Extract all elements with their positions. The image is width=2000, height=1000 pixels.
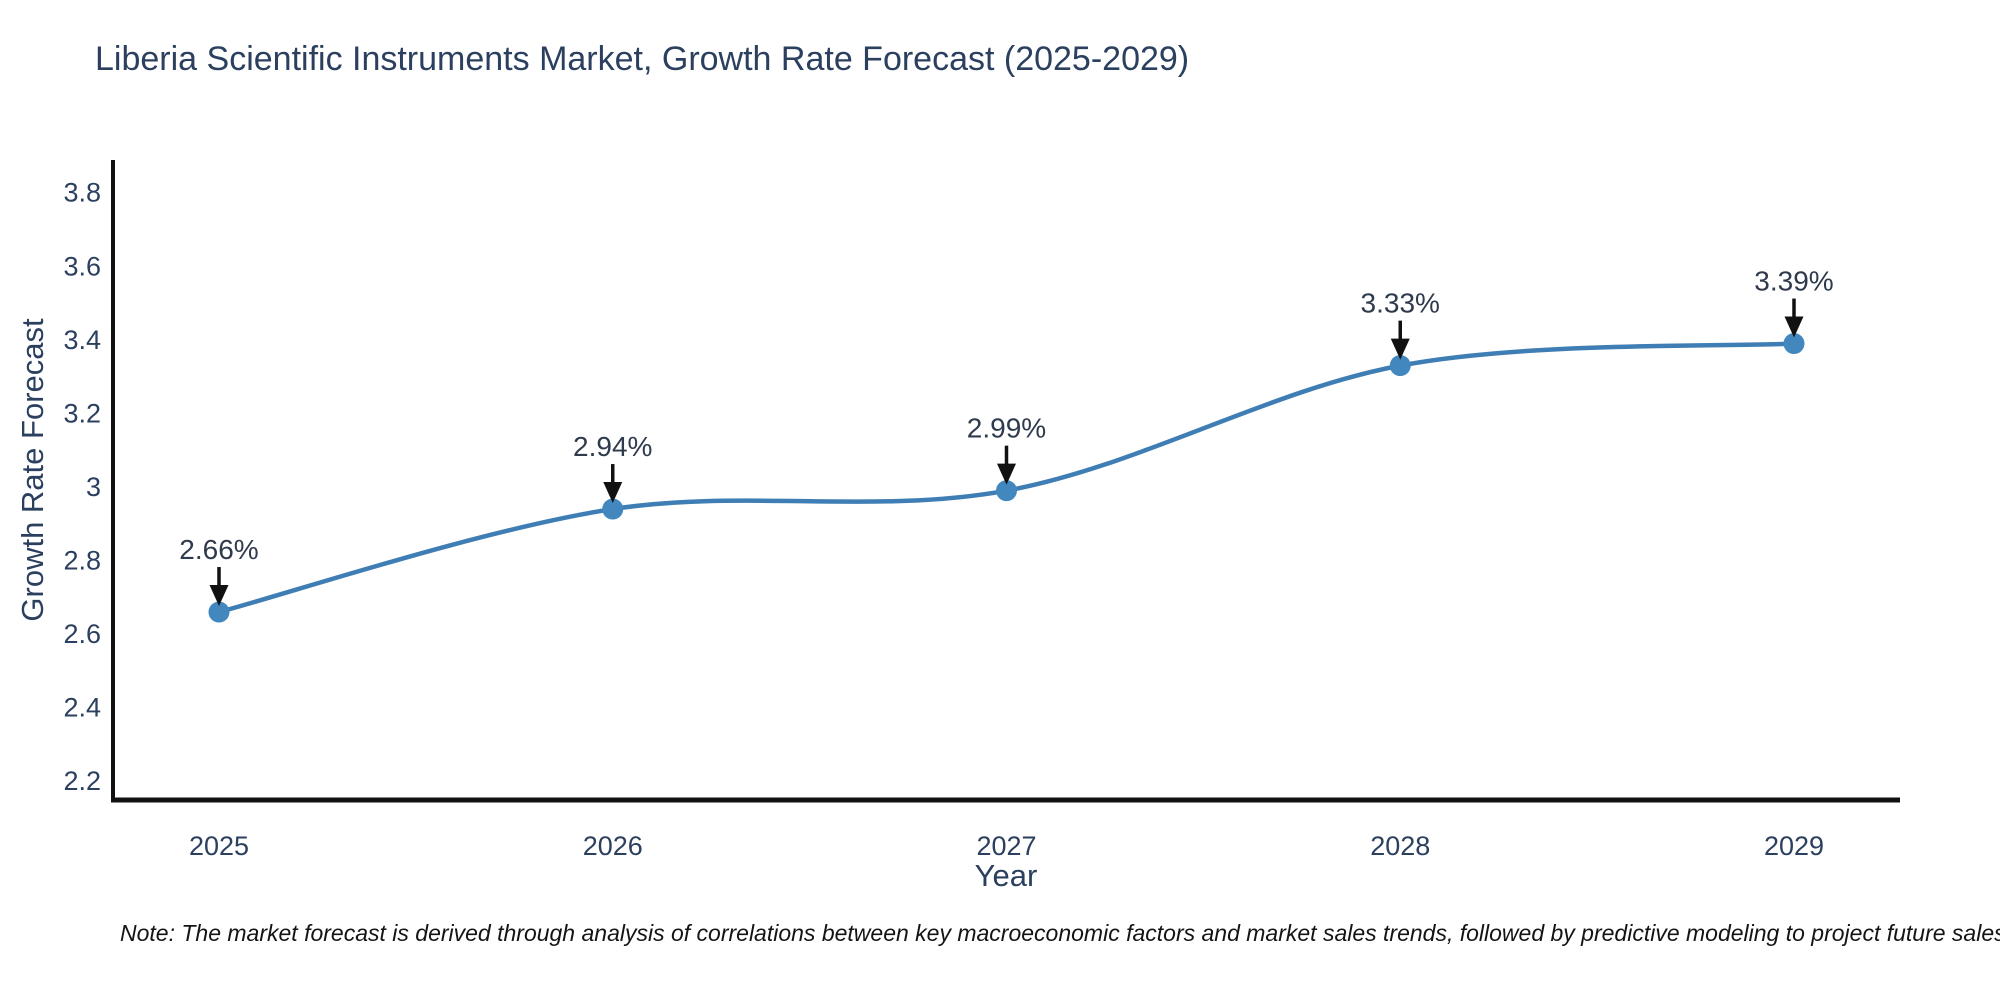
x-axis-title: Year (974, 858, 1038, 893)
chart-title: Liberia Scientific Instruments Market, G… (95, 40, 1190, 78)
x-tick-label: 2028 (1370, 831, 1430, 861)
y-tick-label: 3.2 (63, 398, 101, 428)
annotation-arrowhead-icon (997, 463, 1016, 485)
data-point-marker (602, 498, 624, 520)
annotation-label: 3.39% (1754, 266, 1833, 297)
y-tick-label: 2.6 (63, 619, 101, 649)
data-point-marker (208, 601, 230, 623)
annotation-label: 3.33% (1361, 288, 1440, 319)
y-tick-label: 3.8 (63, 178, 101, 208)
footnote: Note: The market forecast is derived thr… (120, 920, 2000, 946)
annotation-arrowhead-icon (603, 482, 623, 504)
y-tick-label: 2.4 (63, 693, 101, 723)
data-point-marker (996, 480, 1017, 502)
data-point-marker (1389, 355, 1411, 377)
x-tick-label: 2029 (1764, 831, 1824, 861)
annotation-label: 2.99% (967, 413, 1046, 444)
x-tick-label: 2025 (189, 831, 249, 861)
annotation-arrowhead-icon (209, 585, 229, 607)
y-tick-label: 3 (86, 472, 101, 502)
y-tick-label: 2.2 (63, 766, 101, 796)
x-tick-label: 2026 (583, 831, 643, 861)
x-tick-label: 2027 (976, 831, 1036, 861)
y-tick-label: 2.8 (63, 546, 101, 576)
data-point-marker (1783, 333, 1805, 355)
annotation-arrowhead-icon (1390, 338, 1410, 360)
annotation-label: 2.66% (179, 534, 258, 565)
y-tick-label: 3.4 (63, 325, 101, 355)
annotation-arrowhead-icon (1784, 316, 1804, 338)
annotation-label: 2.94% (573, 431, 652, 462)
y-tick-label: 3.6 (63, 251, 101, 281)
